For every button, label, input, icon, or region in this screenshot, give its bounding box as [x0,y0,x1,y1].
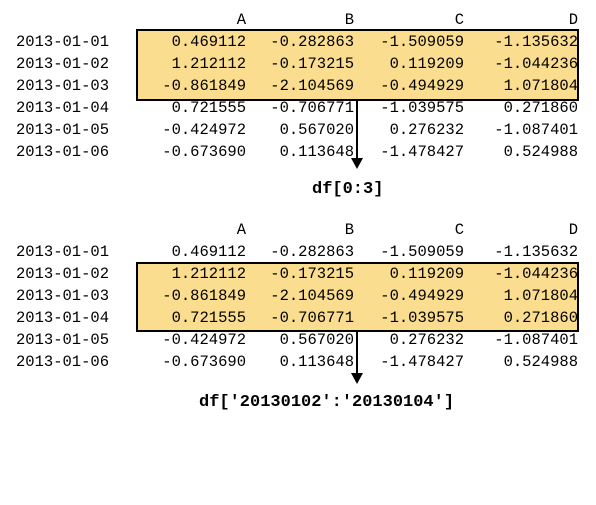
cell-value-b: -0.173215 [270,265,354,283]
table-row: 2013-01-02 1.212112 -0.173215 0.119209 -… [0,263,596,285]
cell-value-b: -0.706771 [270,99,354,117]
cell-value-a: -0.424972 [162,121,246,139]
table-row: 2013-01-05 -0.424972 0.567020 0.276232 -… [0,329,596,351]
table-row: 2013-01-01 0.469112 -0.282863 -1.509059 … [0,241,596,263]
cell-value-c: -1.039575 [380,309,464,327]
cell-value-d: -1.087401 [494,121,578,139]
cell-value-b: -2.104569 [270,77,354,95]
column-header-c: C [454,221,464,239]
cell-value-b: -0.282863 [270,33,354,51]
cell-value-c: -1.478427 [380,143,464,161]
cell-value-d: 0.524988 [503,353,578,371]
cell-value-c: 0.119209 [389,265,464,283]
cell-value-a: -0.673690 [162,143,246,161]
table-row: 2013-01-01 0.469112 -0.282863 -1.509059 … [0,31,596,53]
table-row: 2013-01-06 -0.673690 0.113648 -1.478427 … [0,141,596,163]
cell-value-d: 1.071804 [503,77,578,95]
table-row: 2013-01-03 -0.861849 -2.104569 -0.494929… [0,75,596,97]
row-index-label: 2013-01-04 [16,309,110,327]
cell-value-c: -1.039575 [380,99,464,117]
row-index-label: 2013-01-02 [16,55,110,73]
cell-value-a: 1.212112 [171,265,246,283]
selection-highlight-box [136,262,579,332]
row-index-label: 2013-01-01 [16,243,110,261]
cell-value-b: 0.113648 [279,353,354,371]
slice-expression-caption: df[0:3] [312,180,384,199]
cell-value-a: -0.673690 [162,353,246,371]
panel-positional-slice: A B C D 2013-01-01 0.469112 -0.282863 -1… [0,0,596,210]
down-arrow-icon [351,158,363,169]
cell-value-a: 0.721555 [171,99,246,117]
row-index-label: 2013-01-03 [16,77,110,95]
cell-value-b: -0.706771 [270,309,354,327]
row-index-label: 2013-01-05 [16,121,110,139]
table-row: 2013-01-02 1.212112 -0.173215 0.119209 -… [0,53,596,75]
cell-value-d: -1.135632 [494,33,578,51]
column-header-d: D [568,221,578,239]
row-index-label: 2013-01-05 [16,331,110,349]
cell-value-d: -1.087401 [494,331,578,349]
cell-value-c: 0.119209 [389,55,464,73]
cell-value-a: 0.469112 [171,33,246,51]
cell-value-c: -1.478427 [380,353,464,371]
column-header-a: A [236,221,246,239]
cell-value-a: -0.861849 [162,77,246,95]
panel-label-slice: A B C D 2013-01-01 0.469112 -0.282863 -1… [0,219,596,412]
cell-value-b: -2.104569 [270,287,354,305]
column-header-row: A B C D [0,219,596,241]
column-header-b: B [344,11,354,29]
column-header-c: C [454,11,464,29]
cell-value-a: 0.469112 [171,243,246,261]
cell-value-d: -1.044236 [494,55,578,73]
cell-value-a: -0.861849 [162,287,246,305]
cell-value-b: 0.567020 [279,331,354,349]
cell-value-d: 0.271860 [503,309,578,327]
table-row: 2013-01-04 0.721555 -0.706771 -1.039575 … [0,97,596,119]
column-header-a: A [236,11,246,29]
cell-value-b: 0.113648 [279,143,354,161]
table-row: 2013-01-04 0.721555 -0.706771 -1.039575 … [0,307,596,329]
cell-value-c: -1.509059 [380,33,464,51]
column-header-d: D [568,11,578,29]
cell-value-a: 1.212112 [171,55,246,73]
row-index-label: 2013-01-01 [16,33,110,51]
row-index-label: 2013-01-04 [16,99,110,117]
cell-value-a: -0.424972 [162,331,246,349]
cell-value-c: -1.509059 [380,243,464,261]
cell-value-d: 0.524988 [503,143,578,161]
selection-highlight-box [136,29,579,101]
down-arrow-icon [351,373,363,384]
cell-value-d: 1.071804 [503,287,578,305]
cell-value-c: 0.276232 [389,331,464,349]
table-row: 2013-01-06 -0.673690 0.113648 -1.478427 … [0,351,596,373]
arrow-shaft [356,101,358,159]
column-header-row: A B C D [0,9,596,31]
cell-value-b: 0.567020 [279,121,354,139]
cell-value-d: 0.271860 [503,99,578,117]
cell-value-c: -0.494929 [380,77,464,95]
row-index-label: 2013-01-06 [16,353,110,371]
table-row: 2013-01-05 -0.424972 0.567020 0.276232 -… [0,119,596,141]
arrow-shaft [356,332,358,374]
row-index-label: 2013-01-02 [16,265,110,283]
column-header-b: B [344,221,354,239]
cell-value-c: 0.276232 [389,121,464,139]
slice-expression-caption: df['20130102':'20130104'] [199,393,455,412]
cell-value-b: -0.282863 [270,243,354,261]
cell-value-a: 0.721555 [171,309,246,327]
cell-value-d: -1.044236 [494,265,578,283]
cell-value-d: -1.135632 [494,243,578,261]
cell-value-b: -0.173215 [270,55,354,73]
row-index-label: 2013-01-03 [16,287,110,305]
cell-value-c: -0.494929 [380,287,464,305]
row-index-label: 2013-01-06 [16,143,110,161]
table-row: 2013-01-03 -0.861849 -2.104569 -0.494929… [0,285,596,307]
